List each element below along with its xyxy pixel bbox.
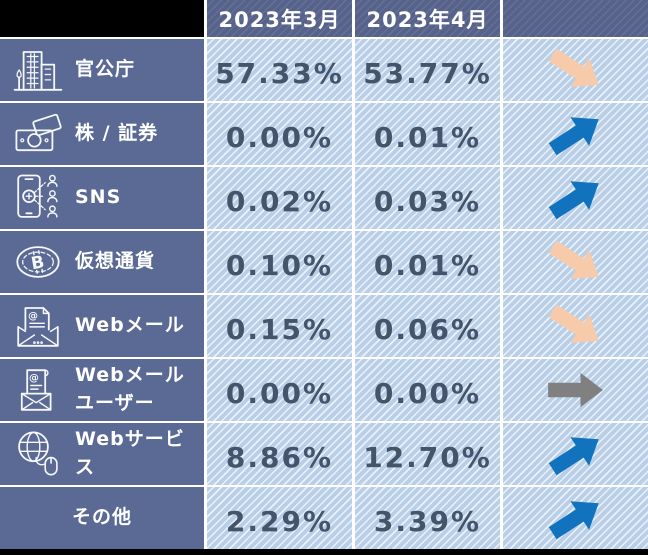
trend-cell xyxy=(503,295,648,357)
trend-cell xyxy=(503,39,648,101)
value-april: 0.03% xyxy=(355,167,500,229)
row-label: 株 / 証券 xyxy=(75,122,159,145)
value-april: 0.06% xyxy=(355,295,500,357)
row-label-webmail: @ Webメール xyxy=(0,295,204,357)
row-label: その他 xyxy=(71,506,132,529)
corner-cell xyxy=(0,0,204,37)
trend-cell xyxy=(503,487,648,549)
value-april: 0.01% xyxy=(355,103,500,165)
trend-cell xyxy=(503,359,648,421)
row-label-line2: ユーザー xyxy=(75,392,155,414)
column-header-april: 2023年4月 xyxy=(355,0,500,37)
svg-text:B: B xyxy=(30,252,47,274)
column-header-march: 2023年3月 xyxy=(207,0,352,37)
trend-cell xyxy=(503,423,648,485)
trend-cell xyxy=(503,167,648,229)
trend-arrow-icon xyxy=(542,168,609,229)
webmail-user-icon: @ xyxy=(10,363,66,417)
value-march: 0.15% xyxy=(207,295,352,357)
row-label-webmail-user: @ Webメール ユーザー xyxy=(0,359,204,421)
value-march: 0.00% xyxy=(207,103,352,165)
value-march: 0.02% xyxy=(207,167,352,229)
trend-cell xyxy=(503,231,648,293)
trend-cell xyxy=(503,103,648,165)
row-label: Webメール xyxy=(75,364,185,387)
trend-arrow-icon xyxy=(547,372,604,408)
money-icon xyxy=(10,107,66,161)
row-label-crypto: B 仮想通貨 xyxy=(0,231,204,293)
svg-text:@: @ xyxy=(29,373,40,384)
value-march: 57.33% xyxy=(207,39,352,101)
row-label: Webメール xyxy=(75,314,185,337)
row-label: 仮想通貨 xyxy=(75,250,156,273)
value-april: 0.01% xyxy=(355,231,500,293)
value-april: 12.70% xyxy=(355,423,500,485)
row-label-other: その他 xyxy=(0,487,204,549)
value-march: 2.29% xyxy=(207,487,352,549)
trend-arrow-icon xyxy=(542,40,609,101)
webmail-icon: @ xyxy=(10,299,66,353)
row-label-government: 官公庁 xyxy=(0,39,204,101)
trend-arrow-icon xyxy=(542,104,609,165)
bottom-border-bar xyxy=(0,549,648,555)
row-label: SNS xyxy=(75,186,122,209)
trend-arrow-icon xyxy=(542,232,609,293)
trend-arrow-icon xyxy=(542,296,609,357)
row-label-webservice: Webサービス xyxy=(0,423,204,485)
bitcoin-icon: B xyxy=(10,235,66,289)
row-label-stocks: 株 / 証券 xyxy=(0,103,204,165)
row-label: 官公庁 xyxy=(75,58,136,81)
building-icon xyxy=(10,43,66,97)
value-march: 0.00% xyxy=(207,359,352,421)
trend-arrow-icon xyxy=(542,488,609,549)
value-march: 0.10% xyxy=(207,231,352,293)
trend-arrow-icon xyxy=(542,424,609,485)
row-label-sns: SNS xyxy=(0,167,204,229)
webservice-icon xyxy=(10,427,66,481)
value-april: 3.39% xyxy=(355,487,500,549)
sns-icon xyxy=(10,171,66,225)
value-april: 53.77% xyxy=(355,39,500,101)
svg-text:@: @ xyxy=(28,311,39,322)
value-april: 0.00% xyxy=(355,359,500,421)
row-label: Webサービス xyxy=(75,428,185,478)
value-march: 8.86% xyxy=(207,423,352,485)
column-header-trend xyxy=(503,0,648,37)
